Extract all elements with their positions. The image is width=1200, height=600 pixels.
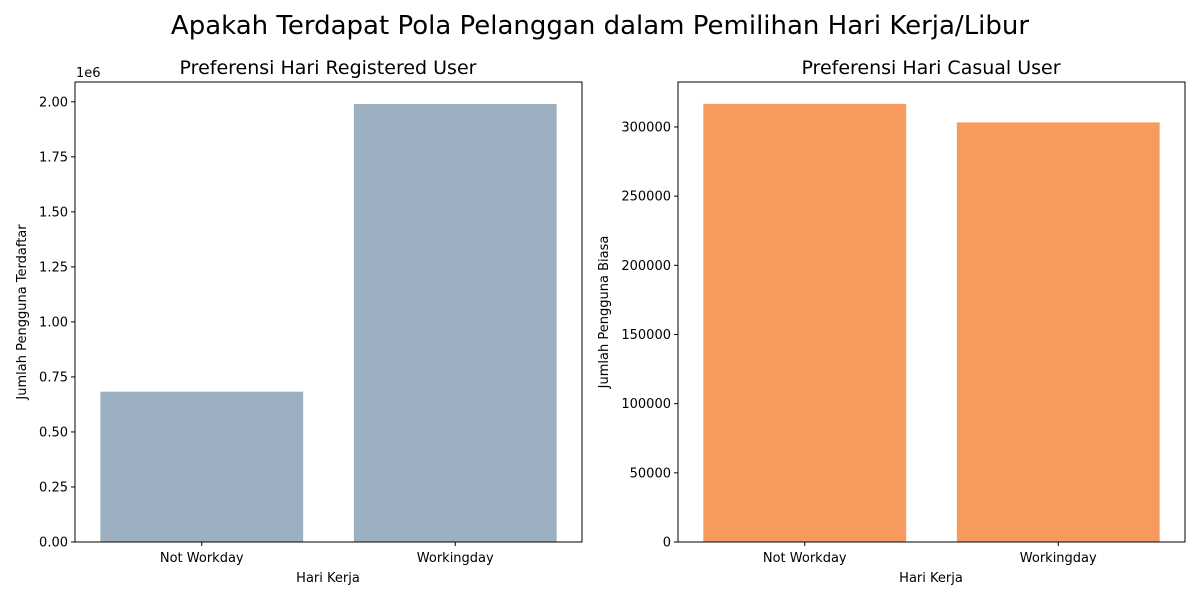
plot-frame [677,81,1186,543]
y-tick-label: 1.75 [39,150,68,165]
bar-not-workday [703,103,907,543]
y-ticks: 0 50000 100000 150000 200000 250000 300000 [621,120,678,551]
chart-title: Preferensi Hari Registered User [180,57,477,79]
bar-not-workday [100,391,304,542]
y-tick-label: 0.50 [39,425,68,440]
y-ticks: 0.00 0.25 0.50 0.75 1.00 1.25 1.50 1.75 2.00 [39,95,75,551]
y-axis-label: Jumlah Pengguna Terdaftar [15,224,30,401]
y-tick-label: 0.75 [39,370,68,385]
y-tick-label: 50000 [630,466,671,481]
bars-group [703,103,1160,543]
chart-title: Preferensi Hari Casual User [801,57,1060,79]
y-tick-label: 100000 [621,397,671,412]
y-tick-label: 200000 [621,259,671,274]
x-ticks: Not Workday Workingday [160,542,494,566]
y-tick-label: 0.25 [39,480,68,495]
x-tick-label: Not Workday [763,551,847,566]
y-tick-label: 2.00 [39,95,68,110]
chart-registered: Preferensi Hari Registered User 1e6 0.00… [15,57,583,586]
y-axis-label: Jumlah Pengguna Biasa [597,236,612,390]
y-tick-label: 0.00 [39,536,68,551]
x-tick-label: Workingday [417,551,494,566]
axis-offset-label: 1e6 [76,66,101,81]
y-tick-label: 0 [663,536,671,551]
y-tick-label: 250000 [621,190,671,205]
chart-casual: Preferensi Hari Casual User 0 50000 100000… [597,57,1186,586]
y-tick-label: 150000 [621,328,671,343]
bars-group [100,104,557,542]
x-tick-label: Not Workday [160,551,244,566]
bar-workingday [956,122,1160,542]
x-axis-label: Hari Kerja [899,571,963,586]
x-tick-label: Workingday [1020,551,1097,566]
y-tick-label: 1.50 [39,205,68,220]
x-ticks: Not Workday Workingday [763,542,1097,566]
x-axis-label: Hari Kerja [296,571,360,586]
plot-frame [74,81,583,543]
y-tick-label: 1.25 [39,260,68,275]
bar-workingday [353,104,557,542]
y-tick-label: 1.00 [39,315,68,330]
y-tick-label: 300000 [621,120,671,135]
figure-suptitle: Apakah Terdapat Pola Pelanggan dalam Pem… [171,11,1029,41]
